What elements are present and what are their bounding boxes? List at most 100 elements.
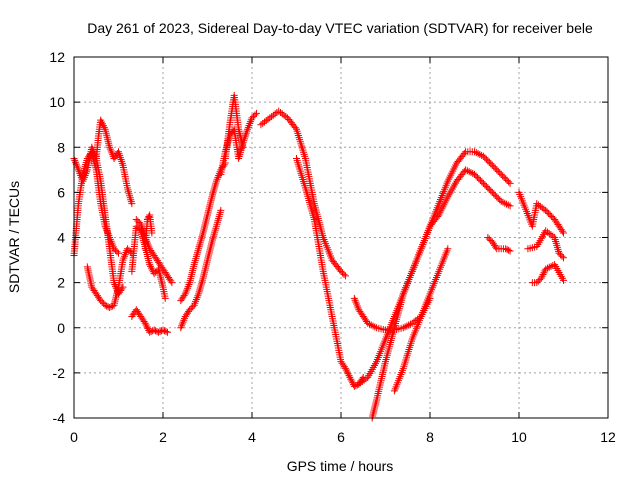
chart-title: Day 261 of 2023, Sidereal Day-to-day VTE… bbox=[87, 20, 593, 36]
data-point-marker bbox=[502, 245, 510, 253]
series-sat-s bbox=[484, 234, 514, 255]
data-point-marker bbox=[500, 173, 508, 181]
data-point-marker bbox=[365, 320, 373, 328]
data-point-marker bbox=[187, 304, 195, 312]
data-point-marker bbox=[360, 376, 368, 384]
data-point-marker bbox=[537, 274, 545, 282]
y-tick-label: 10 bbox=[49, 94, 65, 110]
data-point-marker bbox=[346, 373, 354, 381]
data-point-marker bbox=[143, 323, 151, 331]
data-point-marker bbox=[557, 251, 565, 259]
data-point-marker bbox=[97, 297, 105, 305]
data-point-marker bbox=[355, 380, 363, 388]
data-point-marker bbox=[496, 169, 504, 177]
data-point-marker bbox=[546, 211, 554, 219]
data-point-marker bbox=[491, 191, 499, 199]
data-point-marker bbox=[472, 149, 480, 157]
data-point-marker bbox=[98, 118, 106, 126]
data-point-marker bbox=[266, 114, 274, 122]
data-point-marker bbox=[341, 272, 349, 280]
data-point-marker bbox=[262, 117, 270, 125]
data-point-marker bbox=[499, 172, 507, 180]
data-point-marker bbox=[147, 328, 155, 336]
data-point-marker bbox=[503, 200, 511, 208]
y-tick-label: -4 bbox=[53, 410, 66, 426]
data-point-marker bbox=[490, 163, 498, 171]
data-point-marker bbox=[113, 248, 121, 256]
data-point-marker bbox=[503, 176, 511, 184]
data-point-marker bbox=[145, 212, 153, 220]
data-point-marker bbox=[490, 190, 498, 198]
data-point-marker bbox=[118, 157, 126, 165]
data-point-marker bbox=[146, 261, 154, 269]
data-point-marker bbox=[291, 124, 299, 132]
data-point-marker bbox=[269, 111, 277, 119]
data-point-marker bbox=[106, 303, 114, 311]
data-point-marker bbox=[358, 377, 366, 385]
data-point-marker bbox=[484, 184, 492, 192]
data-point-marker bbox=[487, 187, 495, 195]
data-point-marker bbox=[340, 270, 348, 278]
data-point-marker bbox=[540, 269, 548, 277]
data-points bbox=[70, 91, 567, 422]
data-point-marker bbox=[542, 265, 550, 273]
data-point-marker bbox=[101, 301, 109, 309]
data-point-marker bbox=[348, 377, 356, 385]
data-point-marker bbox=[558, 252, 566, 260]
data-point-marker bbox=[150, 270, 158, 278]
series-sat-v bbox=[524, 227, 567, 262]
data-point-marker bbox=[482, 182, 490, 190]
data-point-marker bbox=[506, 202, 514, 210]
data-point-marker bbox=[460, 149, 468, 157]
data-point-marker bbox=[479, 152, 487, 160]
data-point-marker bbox=[159, 326, 167, 334]
data-point-marker bbox=[103, 302, 111, 310]
x-axis-label: GPS time / hours bbox=[287, 458, 394, 474]
series-sat-f bbox=[128, 222, 169, 302]
y-tick-label: 12 bbox=[49, 49, 65, 65]
data-point-marker bbox=[485, 158, 493, 166]
data-point-marker bbox=[505, 246, 513, 254]
data-point-marker bbox=[538, 272, 546, 280]
data-point-marker bbox=[278, 110, 286, 118]
data-point-marker bbox=[536, 202, 544, 210]
data-point-marker bbox=[168, 279, 176, 287]
axis-ticks bbox=[73, 56, 609, 419]
data-point-marker bbox=[112, 246, 120, 254]
data-point-marker bbox=[147, 262, 155, 270]
data-point-marker bbox=[538, 204, 546, 212]
data-point-marker bbox=[350, 382, 358, 390]
data-point-marker bbox=[548, 212, 556, 220]
data-point-marker bbox=[123, 245, 131, 253]
data-point-marker bbox=[345, 372, 353, 380]
series-sat-p bbox=[355, 148, 514, 388]
data-point-marker bbox=[341, 364, 349, 372]
data-point-marker bbox=[399, 324, 407, 332]
data-point-marker bbox=[542, 227, 550, 235]
data-point-marker bbox=[282, 113, 290, 121]
x-tick-label: 6 bbox=[337, 429, 345, 445]
data-point-marker bbox=[367, 321, 375, 329]
data-point-marker bbox=[146, 328, 154, 336]
data-point-marker bbox=[533, 279, 541, 287]
data-point-marker bbox=[491, 164, 499, 172]
data-point-marker bbox=[471, 148, 478, 156]
data-point-marker bbox=[161, 294, 169, 302]
data-point-marker bbox=[542, 206, 550, 214]
data-point-marker bbox=[549, 261, 557, 269]
y-tick-label: 4 bbox=[57, 230, 65, 246]
x-tick-label: 12 bbox=[600, 429, 616, 445]
data-point-marker bbox=[252, 109, 260, 117]
data-point-marker bbox=[268, 113, 276, 121]
y-tick-label: -2 bbox=[53, 365, 66, 381]
x-tick-label: 4 bbox=[248, 429, 256, 445]
data-point-marker bbox=[494, 194, 502, 202]
data-point-marker bbox=[545, 209, 553, 217]
data-point-marker bbox=[467, 169, 475, 177]
data-point-marker bbox=[180, 292, 188, 300]
data-point-marker bbox=[99, 122, 107, 130]
data-point-marker bbox=[347, 375, 355, 383]
x-tick-label: 2 bbox=[159, 429, 167, 445]
data-point-marker bbox=[497, 197, 505, 205]
